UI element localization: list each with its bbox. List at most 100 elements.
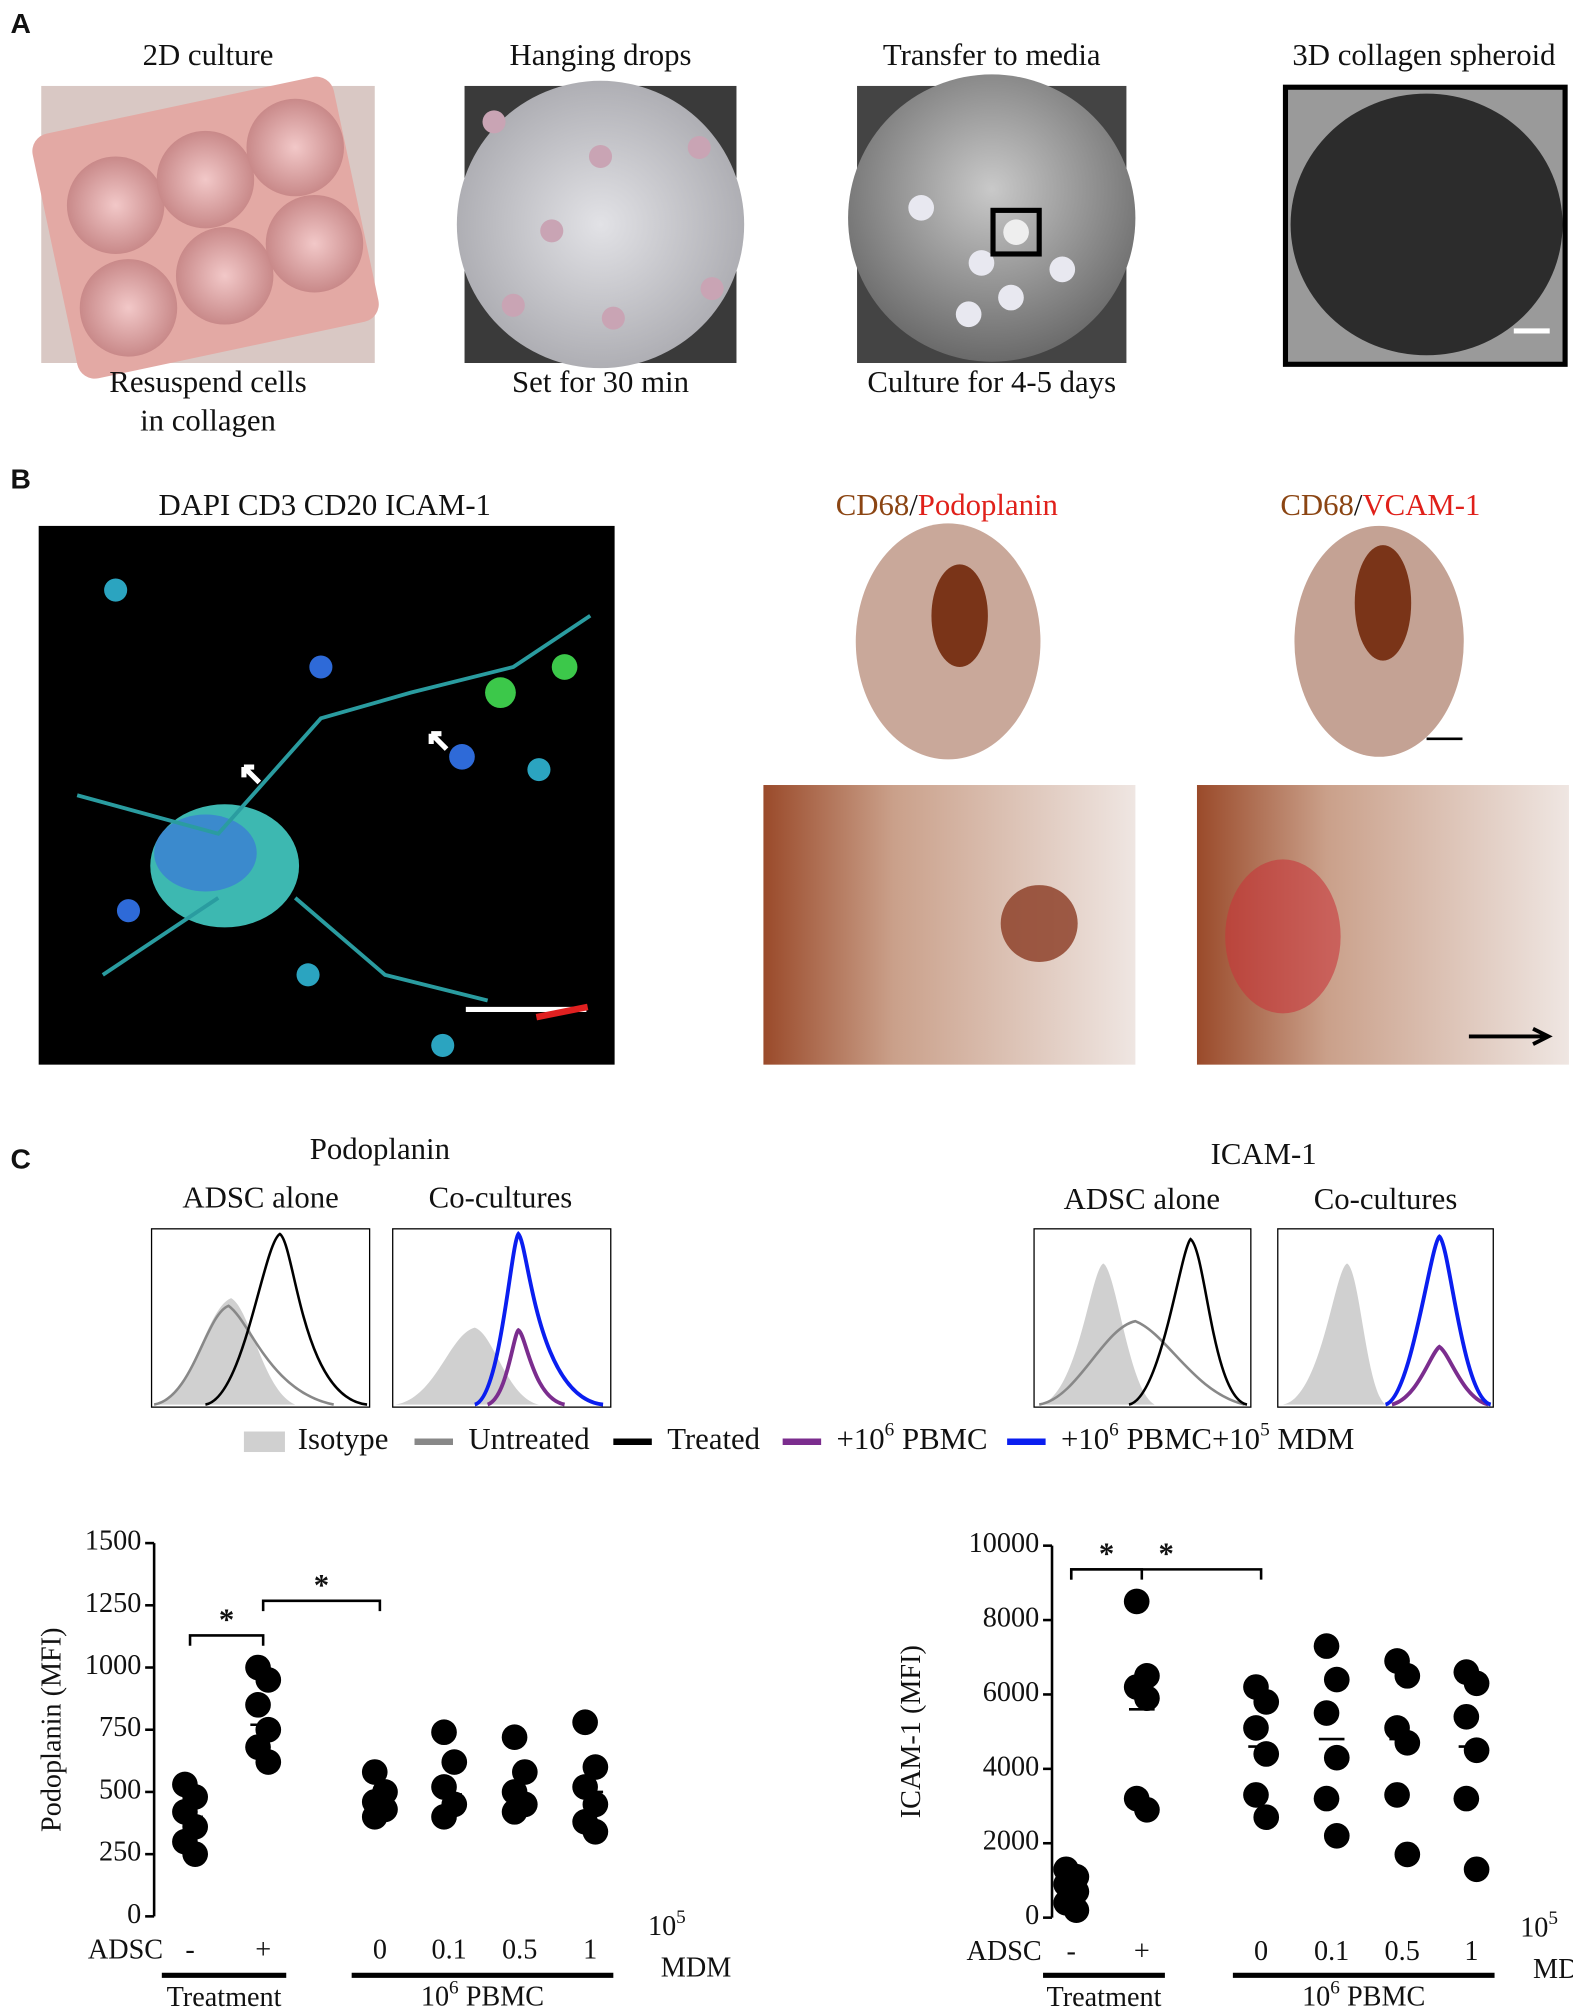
data-point [1253, 1689, 1280, 1715]
x-tick-label: 0.1 [432, 1935, 467, 1966]
y-tick-label: 750 [99, 1712, 141, 1743]
histogram-title: Podoplanin [310, 1132, 450, 1166]
fluorescence-image [38, 525, 615, 1065]
data-point [245, 1692, 271, 1718]
data-point [1394, 1841, 1421, 1868]
data-point [1394, 1663, 1421, 1689]
data-point [255, 1667, 282, 1693]
y-tick-label: 4000 [983, 1751, 1039, 1782]
superscript: 6 [1330, 1978, 1340, 1999]
label-part: 10 [1520, 1913, 1548, 1944]
data-point [182, 1841, 208, 1867]
label-part: PBMC [894, 1422, 987, 1456]
x-tick-label: 1 [1464, 1936, 1478, 1967]
label-part: 10 [421, 1982, 449, 2010]
y-tick-label: 6000 [983, 1677, 1039, 1708]
label-part: 10 [1302, 1982, 1330, 2010]
panel-label: A [10, 7, 30, 39]
image-title: CD68/Podoplanin [836, 488, 1058, 522]
data-point [441, 1749, 468, 1775]
label-part: PBMC [459, 1982, 544, 2010]
data-point [1453, 1703, 1480, 1730]
y-axis-label: Podoplanin (MFI) [37, 1627, 68, 1831]
image-title: CD68/VCAM-1 [1280, 488, 1480, 522]
data-point [255, 1749, 282, 1775]
row-label: ADSC [967, 1936, 1042, 1967]
photo-spheroid [1282, 84, 1568, 367]
step-title: Transfer to media [883, 38, 1101, 72]
photo-2d-culture [32, 76, 379, 379]
step-title: 2D culture [143, 38, 274, 72]
y-axis-label: ICAM-1 (MFI) [896, 1645, 927, 1818]
data-point [1313, 1785, 1340, 1812]
data-point [1323, 1822, 1350, 1849]
histogram-title: ICAM-1 [1211, 1137, 1317, 1171]
x-tick-label: 0 [373, 1935, 387, 1966]
legend: Isotype Untreated Treated +106 PBMC +106 PBM… [243, 1420, 1355, 1456]
histogram-subtitle: Co-cultures [429, 1181, 573, 1215]
y-tick-label: 1500 [85, 1526, 141, 1557]
y-tick-label: 2000 [983, 1826, 1039, 1857]
stain: Podoplanin [918, 488, 1058, 522]
data-point [1313, 1633, 1340, 1659]
x-tick-label: - [185, 1935, 194, 1966]
label-part: 10 [648, 1912, 676, 1943]
x-tick-label: + [255, 1935, 271, 1966]
step-title: Hanging drops [509, 38, 691, 72]
superscript: 6 [885, 1420, 895, 1441]
y-tick-label: 0 [127, 1899, 141, 1930]
stain: CD68 [1280, 488, 1354, 522]
significance-bracket [188, 1634, 265, 1646]
significance-bracket [261, 1599, 382, 1612]
significance-bracket [1069, 1568, 1144, 1580]
data-point [1463, 1737, 1490, 1764]
data-point [582, 1754, 609, 1780]
y-tick-label: 1000 [85, 1650, 141, 1681]
legend-swatch [243, 1431, 285, 1453]
label: +106 PBMC [837, 1420, 988, 1456]
data-point [572, 1709, 598, 1736]
flow-histograms [150, 1228, 1494, 1408]
histogram-subtitle: ADSC alone [1064, 1182, 1220, 1216]
mdm-power: 105 [648, 1907, 686, 1942]
label: Treatment [167, 1982, 282, 2010]
stain: CD68 [836, 488, 910, 522]
data-point [1453, 1785, 1480, 1812]
data-point [1123, 1588, 1150, 1615]
x-tick-label: 1 [583, 1935, 597, 1966]
data-point [1323, 1744, 1350, 1771]
y-tick-label: 8000 [983, 1603, 1039, 1634]
ihc-images [763, 523, 1569, 1065]
x-tick-label: - [1067, 1936, 1076, 1967]
superscript: 6 [449, 1978, 459, 1999]
mdm-label: MDM [661, 1953, 732, 1984]
separator: / [909, 488, 918, 522]
data-point [1384, 1782, 1410, 1808]
significance-bracket [1069, 1568, 1263, 1580]
label: Untreated [468, 1422, 589, 1456]
data-point [361, 1759, 388, 1785]
mdm-label: MDM [1533, 1954, 1573, 1985]
label: Isotype [298, 1422, 389, 1456]
label-part: MDM [1270, 1422, 1355, 1456]
y-tick-label: 500 [99, 1774, 141, 1805]
y-tick-label: 1250 [85, 1588, 141, 1619]
mdm-power: 105 [1520, 1909, 1558, 1944]
superscript: 6 [1109, 1420, 1119, 1441]
superscript: 5 [1260, 1420, 1270, 1441]
histogram-subtitle: ADSC alone [182, 1181, 338, 1215]
y-tick-label: 0 [1025, 1900, 1039, 1931]
data-point [1253, 1741, 1280, 1767]
data-point [431, 1719, 457, 1746]
image-title: DAPI CD3 CD20 ICAM-1 [158, 488, 490, 522]
label: Treatment [1047, 1982, 1162, 2010]
data-point [1134, 1685, 1160, 1712]
histogram-subtitle: Co-cultures [1314, 1182, 1458, 1216]
label-part: +10 [837, 1422, 885, 1456]
label: Treated [667, 1422, 760, 1456]
data-point [1243, 1715, 1269, 1741]
x-tick-label: + [1134, 1936, 1150, 1967]
superscript: 5 [1548, 1909, 1558, 1930]
photo-hanging-drops [456, 80, 745, 369]
